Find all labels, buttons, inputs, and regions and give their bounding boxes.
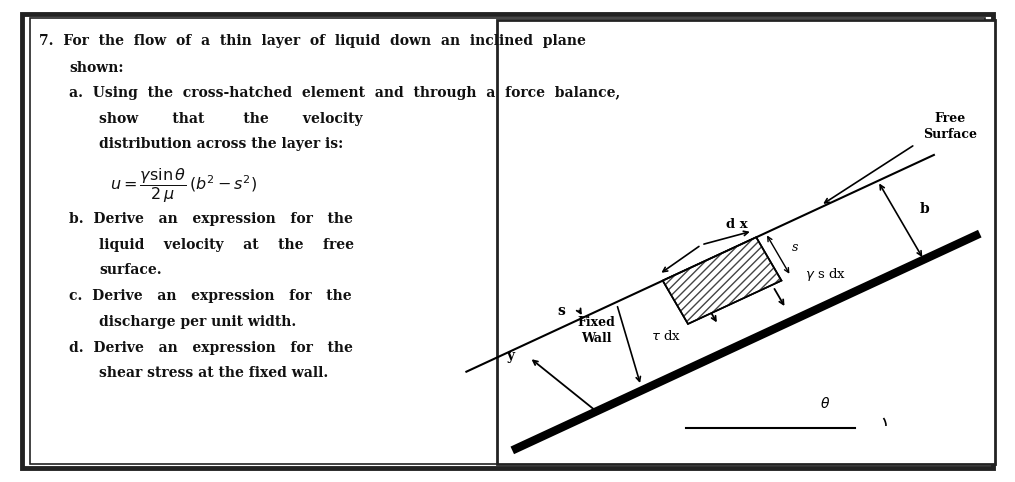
Text: a.  Using  the  cross-hatched  element  and  through  a  force  balance,: a. Using the cross-hatched element and t… xyxy=(69,86,620,100)
Text: s: s xyxy=(792,241,798,254)
Text: show       that        the       velocity: show that the velocity xyxy=(99,112,363,126)
Text: d x: d x xyxy=(726,218,748,231)
Text: s: s xyxy=(557,304,565,318)
Text: Fixed
Wall: Fixed Wall xyxy=(578,316,616,345)
Text: shown:: shown: xyxy=(69,61,124,75)
Polygon shape xyxy=(663,237,782,324)
Bar xyxy=(497,20,995,464)
Text: shear stress at the fixed wall.: shear stress at the fixed wall. xyxy=(99,366,329,380)
Text: c.  Derive   an   expression   for   the: c. Derive an expression for the xyxy=(69,289,351,303)
Text: Free
Surface: Free Surface xyxy=(923,112,977,141)
Text: d.  Derive   an   expression   for   the: d. Derive an expression for the xyxy=(69,341,353,355)
Text: $\tau$ dx: $\tau$ dx xyxy=(651,329,680,343)
Text: liquid    velocity    at    the    free: liquid velocity at the free xyxy=(99,238,354,252)
Text: y: y xyxy=(506,349,515,363)
Text: b.  Derive   an   expression   for   the: b. Derive an expression for the xyxy=(69,212,353,226)
Text: $u = \dfrac{\gamma \sin \theta}{2\,\mu}\,\left( b^2 - s^2 \right)$: $u = \dfrac{\gamma \sin \theta}{2\,\mu}\… xyxy=(110,166,257,205)
Text: discharge per unit width.: discharge per unit width. xyxy=(99,315,296,329)
Text: $\theta$: $\theta$ xyxy=(820,396,830,411)
Text: 7.  For  the  flow  of  a  thin  layer  of  liquid  down  an  inclined  plane: 7. For the flow of a thin layer of liqui… xyxy=(39,34,586,48)
Text: $\gamma$ s dx: $\gamma$ s dx xyxy=(805,266,845,283)
Text: distribution across the layer is:: distribution across the layer is: xyxy=(99,137,344,151)
Text: b: b xyxy=(920,202,929,216)
Text: surface.: surface. xyxy=(99,263,162,277)
